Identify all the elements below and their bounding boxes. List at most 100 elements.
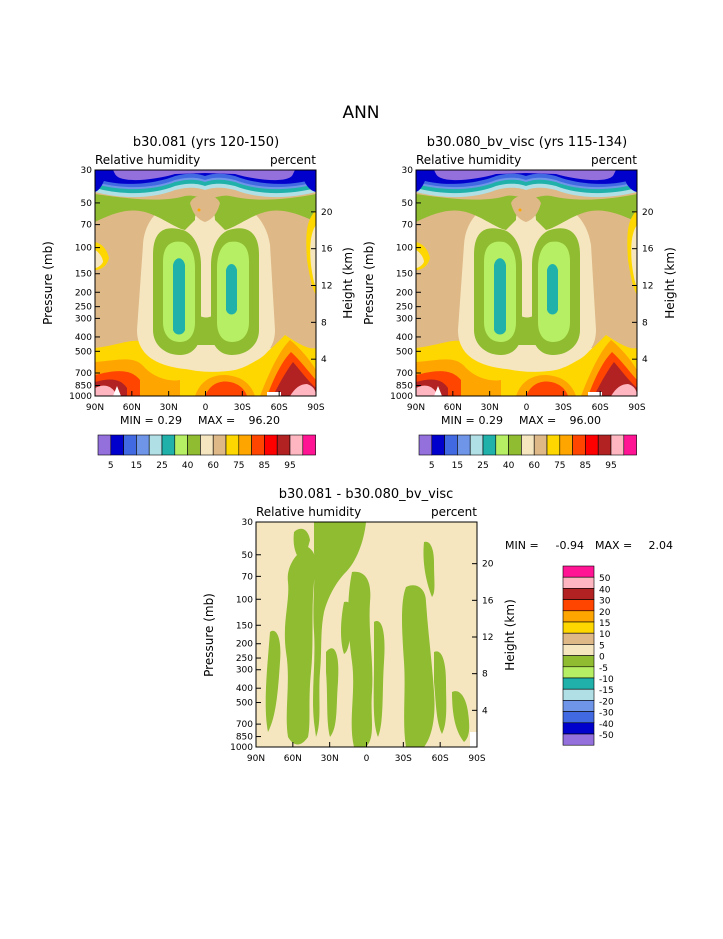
legend-label: -5 (599, 664, 608, 674)
height-tick-label: 12 (482, 633, 493, 643)
pressure-tick-label: 30 (81, 166, 93, 176)
pressure-tick-label: 300 (236, 666, 253, 676)
panel-2-max-label: MAX = (519, 414, 556, 427)
legend-swatch (562, 655, 595, 668)
legend-label: 10 (599, 630, 611, 640)
latitude-tick-label: 30N (160, 403, 178, 413)
pressure-tick-label: 1000 (390, 392, 413, 402)
panel-2-y-axis-label: Pressure (mb) (362, 241, 376, 325)
panel-1-chart: b30.081 (yrs 120-150) Relative humidity … (41, 135, 355, 427)
legend-label: -30 (599, 709, 614, 719)
pressure-tick-label: 500 (396, 347, 413, 357)
legend-swatch (508, 434, 522, 456)
legend-label: 15 (131, 461, 142, 471)
legend-swatch (562, 610, 595, 623)
pressure-tick-label: 250 (396, 303, 413, 313)
panel-1-y2-axis-label: Height (km) (341, 247, 355, 318)
height-tick-label: 12 (642, 282, 653, 292)
panel-2-min-value: 0.29 (479, 414, 504, 427)
panel-2-subtitle-left: Relative humidity (416, 153, 521, 167)
latitude-tick-label: 60S (592, 403, 609, 413)
legend-swatch (136, 434, 150, 456)
latitude-tick-label: 60N (123, 403, 141, 413)
latitude-tick-label: 0 (203, 403, 209, 413)
panel-2-subtitle-right: percent (591, 153, 637, 167)
legend-swatch (562, 565, 595, 578)
legend-swatch (264, 434, 278, 456)
pressure-tick-label: 30 (242, 518, 254, 528)
legend-swatch (251, 434, 265, 456)
legend-label: 95 (605, 461, 616, 471)
height-tick-label: 4 (482, 706, 488, 716)
height-tick-label: 20 (482, 560, 494, 570)
legend-label: 40 (182, 461, 194, 471)
panel-2-y2-axis-label: Height (km) (663, 247, 677, 318)
legend-label: 75 (233, 461, 244, 471)
pressure-tick-label: 70 (81, 221, 93, 231)
legend-swatch (562, 576, 595, 589)
legend-swatch (562, 733, 595, 746)
height-tick-label: 8 (321, 318, 327, 328)
pressure-tick-label: 70 (242, 572, 254, 582)
legend-swatch (562, 621, 595, 634)
panel-3-subtitle-right: percent (431, 505, 477, 519)
legend-swatch (110, 434, 124, 456)
height-tick-label: 16 (321, 245, 333, 255)
legend-label: 30 (599, 597, 611, 607)
panel-3-y-axis-label: Pressure (mb) (202, 593, 216, 677)
pressure-tick-label: 100 (75, 244, 92, 254)
legend-swatch (562, 722, 595, 735)
panel-3-min-label: MIN = (505, 539, 539, 552)
latitude-tick-label: 90S (307, 403, 324, 413)
legend-label: 5 (108, 461, 114, 471)
pressure-tick-label: 200 (396, 288, 413, 298)
pressure-tick-label: 300 (75, 314, 92, 324)
panel-1-max-label: MAX = (198, 414, 235, 427)
pressure-tick-label: 50 (81, 199, 93, 209)
legend-swatch (187, 434, 201, 456)
legend-label: 40 (503, 461, 515, 471)
legend-swatch (225, 434, 240, 456)
legend-label: 25 (477, 461, 488, 471)
panel-1-subtitle-right: percent (270, 153, 316, 167)
pressure-tick-label: 150 (396, 270, 413, 280)
height-tick-label: 12 (321, 282, 332, 292)
legend-label: -15 (599, 686, 614, 696)
legend-swatch (431, 434, 445, 456)
legend-swatch (444, 434, 458, 456)
pressure-tick-label: 150 (75, 270, 92, 280)
panel-2-chart: b30.080_bv_visc (yrs 115-134) Relative h… (362, 135, 677, 427)
latitude-tick-label: 60S (432, 754, 449, 764)
legend-label: 15 (599, 619, 610, 629)
legend-label: 95 (284, 461, 295, 471)
legend-swatch (562, 688, 595, 701)
panel-2-contour-field (416, 170, 637, 396)
legend-label: 60 (207, 461, 219, 471)
legend-swatch (585, 434, 599, 456)
latitude-tick-label: 90S (628, 403, 645, 413)
legend-label: -50 (599, 731, 614, 741)
panel-1-subtitle-left: Relative humidity (95, 153, 200, 167)
panel-2-min-label: MIN = (441, 414, 475, 427)
panel-1-color-legend: 5 15 25 40 60 75 85 95 (97, 434, 316, 471)
panel-1-y-axis-label: Pressure (mb) (41, 241, 55, 325)
panel-2-max-value: 96.00 (570, 414, 602, 427)
height-tick-label: 16 (482, 596, 494, 606)
height-tick-label: 8 (482, 670, 488, 680)
latitude-tick-label: 90N (86, 403, 104, 413)
panel-3-title: b30.081 - b30.080_bv_visc (279, 487, 454, 502)
latitude-tick-label: 60S (271, 403, 288, 413)
pressure-tick-label: 100 (236, 595, 253, 605)
legend-swatch (161, 434, 176, 456)
pressure-tick-label: 200 (236, 640, 253, 650)
legend-label: 75 (554, 461, 565, 471)
legend-swatch (562, 700, 595, 712)
latitude-tick-label: 90N (247, 754, 265, 764)
pressure-tick-label: 150 (236, 621, 253, 631)
legend-swatch (533, 434, 548, 456)
latitude-tick-label: 60N (284, 754, 302, 764)
legend-swatch (200, 434, 214, 456)
legend-swatch (469, 434, 484, 456)
latitude-tick-label: 90N (407, 403, 425, 413)
